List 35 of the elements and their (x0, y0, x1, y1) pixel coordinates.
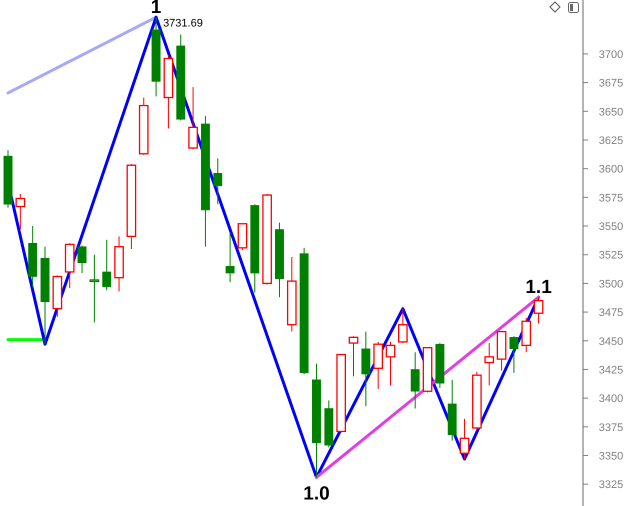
candlestick (200, 115, 210, 248)
y-tick-label: 3350 (598, 450, 624, 463)
y-tick-label: 3675 (598, 78, 624, 90)
y-tick-label: 3625 (598, 134, 624, 147)
candlestick (102, 239, 112, 291)
y-tick-label: 3600 (598, 164, 624, 176)
y-tick-label: 3425 (598, 364, 624, 376)
candlestick (28, 226, 38, 288)
candlestick (484, 342, 494, 386)
candlestick (448, 379, 457, 442)
annotation: 1.0 (303, 483, 330, 504)
candlestick (275, 222, 284, 298)
candlestick (312, 363, 321, 478)
annotation: 1 (150, 0, 162, 18)
y-tick-label: 3650 (598, 106, 624, 118)
y-tick-label: 3700 (598, 48, 624, 61)
y-tick-label: 3475 (598, 307, 624, 320)
candlestick (410, 352, 420, 409)
y-tick-label: 3575 (598, 192, 624, 204)
annotation: 3731.69 (163, 18, 203, 30)
candlestick (40, 246, 50, 345)
y-tick-label: 3525 (598, 250, 624, 262)
y-tick-label: 3400 (598, 393, 624, 406)
y-tick-label: 3375 (598, 422, 624, 434)
y-tick-label: 3325 (598, 479, 624, 492)
y-tick-label: 3500 (598, 278, 624, 290)
y-tick-label: 3450 (598, 336, 624, 348)
candlestick (114, 236, 124, 292)
y-tick-label: 3550 (598, 221, 624, 234)
candlestick (90, 254, 100, 323)
candlestick (361, 331, 370, 407)
candlestick (152, 17, 161, 97)
annotation: 1.1 (525, 277, 552, 298)
candlestick (226, 232, 235, 283)
candlestick (213, 158, 222, 205)
